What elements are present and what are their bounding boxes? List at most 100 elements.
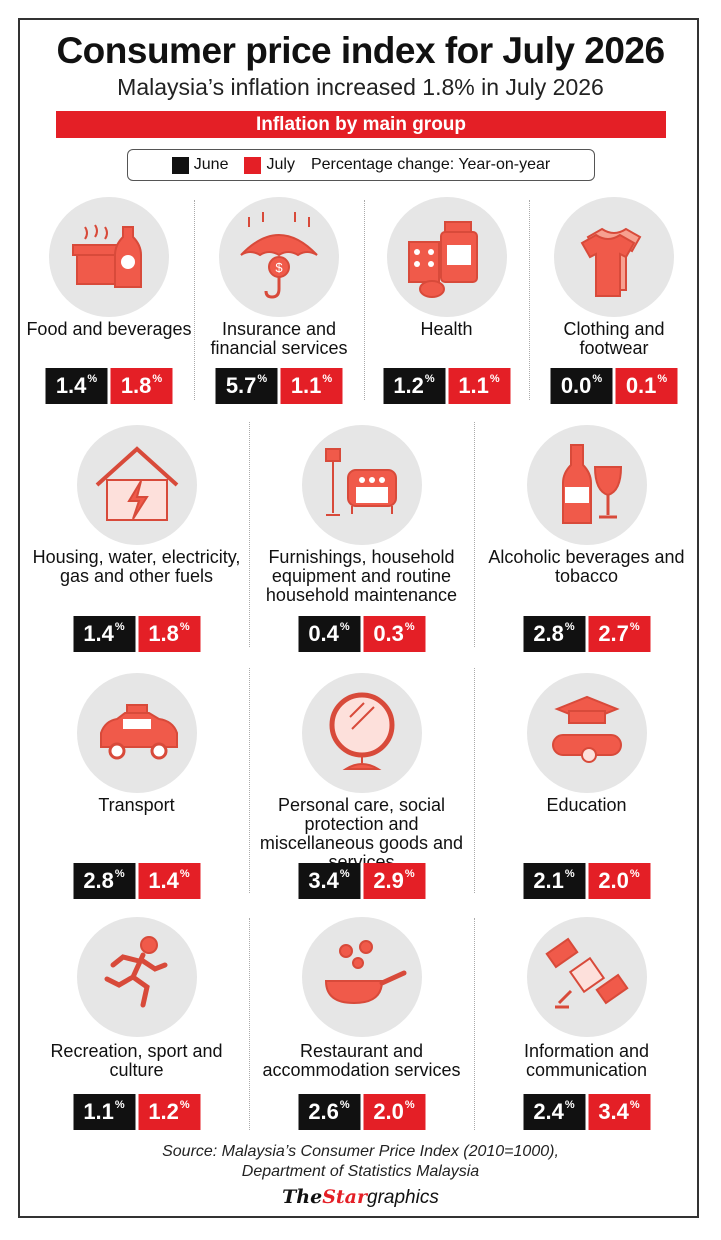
june-value: 1.4%	[45, 368, 108, 404]
legend-june-label: June	[193, 156, 229, 173]
category-cell: Recreation, sport and culture 1.1% 1.2%	[24, 912, 249, 1130]
category-cell: Information and communication 2.4% 3.4%	[474, 912, 699, 1130]
column-divider	[474, 668, 475, 893]
category-cell: Personal care, social protection and mis…	[249, 663, 474, 899]
armchair-lamp-icon	[301, 425, 422, 545]
july-value: 1.8%	[138, 616, 200, 652]
value-pair: 1.1% 1.2%	[73, 1094, 200, 1130]
value-pair: 2.4% 3.4%	[523, 1094, 650, 1130]
value-pair: 2.8% 2.7%	[523, 616, 650, 652]
july-value: 2.0%	[588, 863, 650, 899]
logo-star: Star	[322, 1186, 368, 1208]
category-label: Restaurant and accommodation services	[262, 1041, 461, 1080]
july-value: 2.7%	[588, 616, 650, 652]
value-pair: 1.2% 1.1%	[383, 368, 510, 404]
column-divider	[249, 918, 250, 1130]
june-value: 1.1%	[73, 1094, 135, 1130]
legend-july: July	[244, 156, 295, 174]
june-value: 1.2%	[383, 368, 445, 404]
column-divider	[249, 668, 250, 893]
june-value: 2.6%	[298, 1094, 360, 1130]
july-value: 1.1%	[448, 368, 510, 404]
category-label: Recreation, sport and culture	[50, 1041, 223, 1080]
june-value: 2.1%	[523, 863, 585, 899]
category-cell: Furnishings, household equipment and rou…	[249, 420, 474, 652]
logo-the: The	[282, 1186, 323, 1208]
frying-pan-icon	[301, 917, 422, 1037]
umbrella-coin-icon: $	[219, 197, 339, 317]
graduation-cap-diploma-icon	[526, 673, 647, 793]
category-cell: Food and beverages 1.4% 1.8%	[24, 197, 194, 412]
june-value: 2.8%	[73, 863, 135, 899]
legend-june-swatch	[171, 156, 189, 174]
column-divider	[194, 200, 195, 400]
category-label: Insurance and financial services	[210, 319, 348, 358]
category-cell: Alcoholic beverages and tobacco 2.8% 2.7%	[474, 420, 699, 652]
value-pair: 5.7% 1.1%	[215, 368, 343, 404]
medicine-icon	[386, 197, 507, 317]
category-cell: Clothing and footwear 0.0% 0.1%	[529, 197, 699, 412]
july-value: 0.3%	[363, 616, 425, 652]
june-value: 1.4%	[73, 616, 135, 652]
column-divider	[529, 200, 530, 400]
legend: June July Percentage change: Year-on-yea…	[127, 149, 595, 181]
food-beverage-icon	[49, 197, 169, 317]
value-pair: 2.6% 2.0%	[298, 1094, 425, 1130]
value-pair: 2.8% 1.4%	[73, 863, 200, 899]
july-value: 2.0%	[363, 1094, 425, 1130]
category-label: Personal care, social protection and mis…	[259, 795, 464, 872]
mirror-icon	[301, 673, 422, 793]
category-label: Clothing and footwear	[563, 319, 665, 358]
june-value: 2.4%	[523, 1094, 585, 1130]
category-label: Health	[420, 319, 473, 339]
value-pair: 0.4% 0.3%	[298, 616, 425, 652]
column-divider	[249, 422, 250, 647]
legend-july-label: July	[266, 156, 295, 173]
column-divider	[474, 422, 475, 647]
category-cell: $ Insurance and financial services 5.7% 1.1…	[194, 197, 364, 412]
value-pair: 2.1% 2.0%	[523, 863, 650, 899]
july-value: 1.1%	[280, 368, 343, 404]
group-heading-bar: Inflation by main group	[56, 111, 666, 138]
category-cell: Restaurant and accommodation services 2.6…	[249, 912, 474, 1130]
wine-bottle-glass-icon	[526, 425, 647, 545]
value-pair: 1.4% 1.8%	[73, 616, 200, 652]
column-divider	[364, 200, 365, 400]
june-value: 0.0%	[550, 368, 613, 404]
july-value: 3.4%	[588, 1094, 650, 1130]
category-cell: Health 1.2% 1.1%	[364, 197, 529, 412]
legend-july-swatch	[244, 156, 262, 174]
taxi-icon	[76, 673, 197, 793]
svg-text:$: $	[275, 260, 283, 275]
source-line-2: Department of Statistics Malaysia	[241, 1163, 480, 1180]
category-label: Information and communication	[523, 1041, 650, 1080]
source-note: Source: Malaysia’s Consumer Price Index …	[0, 1142, 721, 1182]
july-value: 0.1%	[615, 368, 678, 404]
column-divider	[474, 918, 475, 1130]
logo-graphics: graphics	[367, 1187, 439, 1208]
category-label: Housing, water, electricity, gas and oth…	[32, 547, 241, 586]
category-label: Transport	[98, 795, 175, 815]
july-value: 1.2%	[138, 1094, 200, 1130]
runner-icon	[76, 917, 197, 1037]
july-value: 1.4%	[138, 863, 200, 899]
june-value: 0.4%	[298, 616, 360, 652]
page-title: Consumer price index for July 2026	[56, 30, 665, 71]
tshirt-icon	[554, 197, 674, 317]
category-label: Furnishings, household equipment and rou…	[265, 547, 458, 605]
value-pair: 3.4% 2.9%	[298, 863, 425, 899]
category-label: Education	[546, 795, 627, 815]
july-value: 1.8%	[110, 368, 173, 404]
star-graphics-logo: TheStargraphics	[0, 1186, 721, 1209]
legend-note: Percentage change: Year-on-year	[310, 156, 551, 173]
june-value: 3.4%	[298, 863, 360, 899]
satellite-icon	[526, 917, 647, 1037]
category-label: Alcoholic beverages and tobacco	[488, 547, 685, 586]
june-value: 2.8%	[523, 616, 585, 652]
category-cell: Education 2.1% 2.0%	[474, 663, 699, 899]
value-pair: 0.0% 0.1%	[550, 368, 678, 404]
july-value: 2.9%	[363, 863, 425, 899]
value-pair: 1.4% 1.8%	[45, 368, 173, 404]
source-line-1: Source: Malaysia’s Consumer Price Index …	[162, 1143, 559, 1160]
page-subtitle: Malaysia’s inflation increased 1.8% in J…	[117, 74, 604, 100]
